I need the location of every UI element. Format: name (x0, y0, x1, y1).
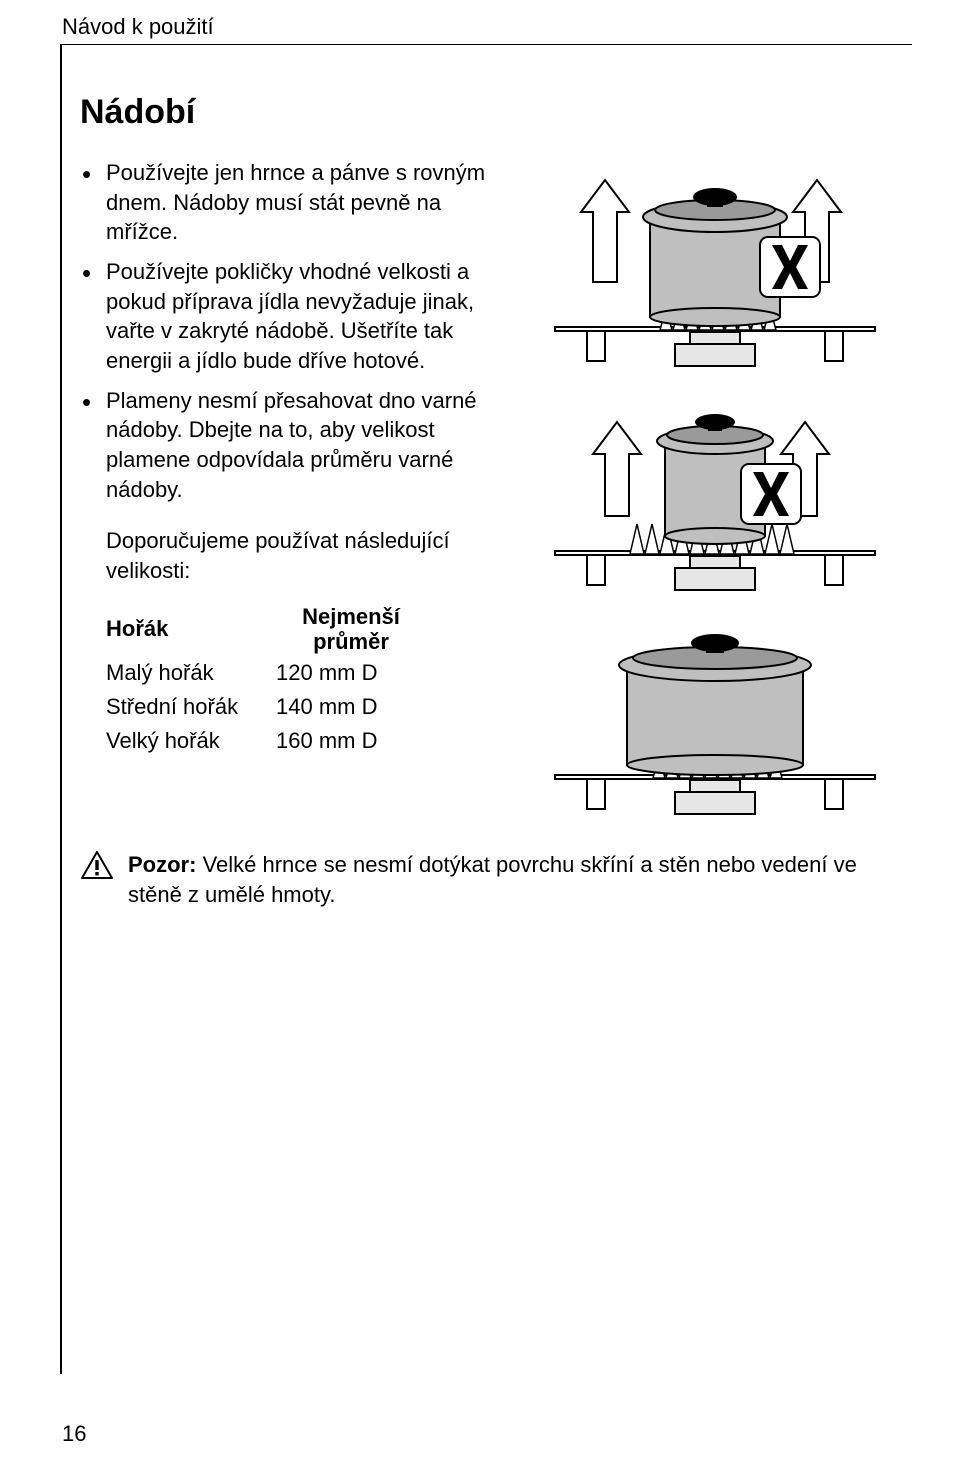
diagram-wrong-2 (535, 386, 895, 606)
burner-table: Hořák Nejmenšíprůměr Malý hořák 120 mm D… (106, 602, 426, 758)
text-column: Používejte jen hrnce a pánve s rovným dn… (80, 158, 490, 758)
table-row: Malý hořák 120 mm D (106, 656, 426, 690)
two-column-layout: Používejte jen hrnce a pánve s rovným dn… (80, 158, 912, 830)
diagram-correct (535, 610, 895, 830)
warning-bold: Pozor: (128, 852, 196, 877)
left-rule (60, 44, 62, 1374)
header-rule (60, 44, 912, 45)
table-cell: 140 mm D (276, 690, 426, 724)
diagram-wrong-1 (535, 162, 895, 382)
page-number: 16 (62, 1419, 86, 1449)
table-header-diameter: Nejmenšíprůměr (276, 602, 426, 657)
table-row: Velký hořák 160 mm D (106, 724, 426, 758)
page-content: Nádobí Používejte jen hrnce a pánve s ro… (80, 90, 912, 909)
list-item: Používejte jen hrnce a pánve s rovným dn… (106, 158, 490, 247)
list-item: Plameny nesmí přesahovat dno varné nádob… (106, 386, 490, 505)
warning-text: Pozor: Velké hrnce se nesmí dotýkat povr… (128, 850, 912, 909)
diagram-column (518, 158, 912, 830)
table-cell: 160 mm D (276, 724, 426, 758)
table-cell: Velký hořák (106, 724, 276, 758)
table-row: Střední hořák 140 mm D (106, 690, 426, 724)
warning-row: Pozor: Velké hrnce se nesmí dotýkat povr… (80, 850, 912, 909)
table-cell: 120 mm D (276, 656, 426, 690)
page-title: Nádobí (80, 90, 912, 136)
bullet-list: Používejte jen hrnce a pánve s rovným dn… (106, 158, 490, 505)
recommend-text: Doporučujeme používat následující veliko… (106, 526, 490, 585)
table-cell: Malý hořák (106, 656, 276, 690)
table-cell: Střední hořák (106, 690, 276, 724)
warning-body: Velké hrnce se nesmí dotýkat povrchu skř… (128, 852, 857, 907)
header-label: Návod k použití (62, 12, 214, 42)
warning-icon (80, 850, 114, 880)
table-header-burner: Hořák (106, 602, 276, 657)
list-item: Používejte pokličky vhodné velkosti a po… (106, 257, 490, 376)
